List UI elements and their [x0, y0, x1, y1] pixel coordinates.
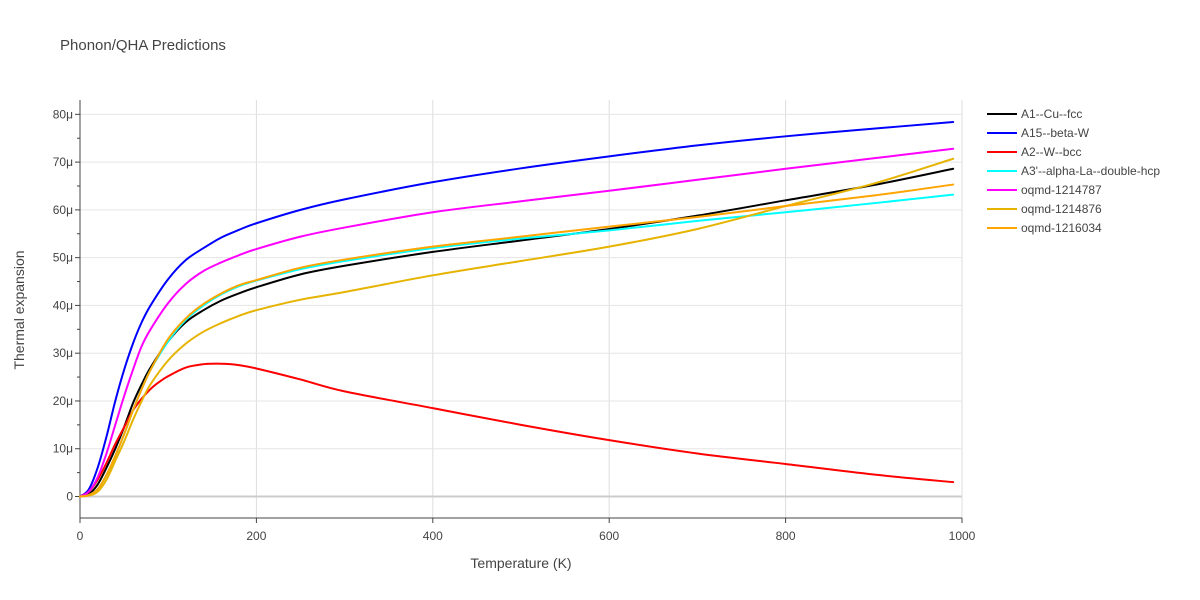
x-axis-title: Temperature (K) [470, 555, 571, 571]
series-line-4 [79, 193, 955, 498]
y-tick-label: 20μ [53, 394, 73, 408]
x-tick-label: 0 [77, 529, 84, 543]
x-tick-label: 200 [246, 529, 266, 543]
y-tick-label: 50μ [53, 251, 73, 265]
legend-label: oqmd-1214787 [1021, 183, 1102, 197]
legend-item[interactable]: A15--beta-W [987, 126, 1090, 140]
legend: A1--Cu--fcc A15--beta-W A2--W--bcc A3'--alp… [987, 107, 1160, 235]
series-line-6 [79, 157, 955, 498]
y-tick-label: 40μ [53, 298, 73, 312]
y-tick-label: 0 [66, 490, 73, 504]
y-tick-label: 60μ [53, 203, 73, 217]
y-tick-label: 10μ [53, 442, 73, 456]
legend-label: A3'--alpha-La--double-hcp [1021, 164, 1160, 178]
legend-item[interactable]: oqmd-1216034 [987, 221, 1102, 235]
series-line-3 [79, 362, 955, 498]
legend-label: A2--W--bcc [1021, 145, 1081, 159]
y-tick-label: 70μ [53, 155, 73, 169]
x-tick-label: 400 [423, 529, 443, 543]
legend-item[interactable]: A3'--alpha-La--double-hcp [987, 164, 1160, 178]
x-tick-label: 600 [599, 529, 619, 543]
y-tick-label: 30μ [53, 346, 73, 360]
legend-label: A1--Cu--fcc [1021, 107, 1082, 121]
legend-label: oqmd-1216034 [1021, 221, 1102, 235]
legend-item[interactable]: A2--W--bcc [987, 145, 1081, 159]
series-line-2 [79, 120, 955, 498]
legend-label: oqmd-1214876 [1021, 202, 1102, 216]
x-tick-label: 1000 [949, 529, 976, 543]
tick-labels: 0 200 400 600 800 1000 0 10μ 20μ 30μ 40μ 50μ 60μ 70μ 8… [53, 107, 976, 543]
legend-item[interactable]: oqmd-1214787 [987, 183, 1102, 197]
y-axis-title: Thermal expansion [11, 250, 27, 369]
chart-title: Phonon/QHA Predictions [60, 37, 226, 54]
legend-label: A15--beta-W [1021, 126, 1090, 140]
grid-layer [80, 100, 963, 518]
legend-item[interactable]: A1--Cu--fcc [987, 107, 1082, 121]
series-layer [79, 120, 955, 498]
y-tick-label: 80μ [53, 107, 73, 121]
series-line-7 [79, 183, 955, 498]
series-line-5 [79, 147, 955, 498]
series-line-1 [79, 167, 955, 498]
legend-item[interactable]: oqmd-1214876 [987, 202, 1102, 216]
x-tick-label: 800 [776, 529, 796, 543]
